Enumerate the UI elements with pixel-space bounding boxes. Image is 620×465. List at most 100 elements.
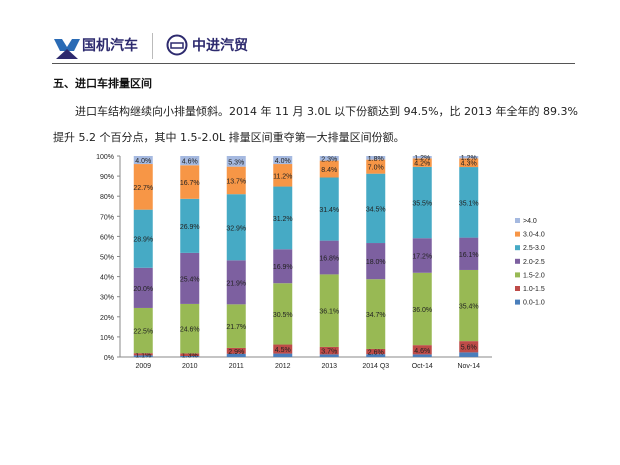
data-label: 4.5% (275, 347, 291, 354)
data-label: 4.3% (461, 161, 477, 168)
data-label: 1.2% (414, 155, 430, 162)
zhongjin-logo-icon (166, 34, 188, 56)
x-tick-label: 2013 (321, 363, 337, 370)
data-label: 21.7% (226, 324, 246, 331)
section-title: 五、进口车排量区间 (53, 77, 152, 90)
brand-zhongjin: 中进汽贸 (192, 38, 248, 54)
data-label: 8.4% (321, 167, 337, 174)
data-label: 16.1% (459, 252, 479, 259)
data-label: 34.5% (366, 206, 386, 213)
bar-segment-1.0-1.5 (133, 353, 153, 356)
data-label: 4.2% (414, 161, 430, 168)
bar-segment->4.0 (412, 156, 432, 159)
data-label: 13.7% (226, 178, 246, 185)
bar-segment-3.0-4.0 (366, 159, 386, 174)
data-label: 24.6% (180, 327, 200, 334)
legend-label: 1.5-2.0 (523, 272, 545, 279)
data-label: 22.5% (133, 329, 153, 336)
data-label: 1.2% (461, 155, 477, 162)
data-label: 32.9% (226, 225, 246, 232)
bar-segment-2.5-3.0 (412, 166, 432, 239)
data-label: 16.9% (273, 264, 293, 271)
x-tick-label: 2012 (275, 363, 291, 370)
data-label: 5.6% (461, 345, 477, 352)
y-tick-label: 60% (100, 234, 114, 241)
bar-segment-2.0-2.5 (459, 237, 479, 270)
bar-segment-1.0-1.5 (366, 348, 386, 355)
bar-segment->4.0 (180, 156, 200, 166)
bar-segment-2.5-3.0 (459, 167, 479, 238)
data-label: 31.2% (273, 216, 293, 223)
bar-segment-1.5-2.0 (412, 272, 432, 346)
legend-swatch (515, 299, 520, 305)
bar-segment-0.0-1.0 (412, 354, 432, 357)
legend-swatch (515, 272, 520, 278)
legend-label: 0.0-1.0 (523, 300, 545, 307)
bar-segment-1.5-2.0 (180, 303, 200, 354)
data-label: 17.2% (412, 253, 432, 260)
data-label: 2.6% (368, 350, 384, 357)
brand-guoji: 国机汽车 (82, 38, 138, 54)
bar-segment-2.0-2.5 (412, 238, 432, 273)
legend-swatch (515, 245, 520, 251)
x-tick-label: Oct-14 (412, 363, 433, 370)
legend-swatch (515, 231, 520, 237)
bar-segment-3.0-4.0 (226, 166, 246, 195)
data-label: 5.3% (228, 159, 244, 166)
x-tick-label: 2009 (135, 363, 151, 370)
data-label: 1.3% (182, 353, 198, 360)
bar-segment-0.0-1.0 (319, 354, 339, 357)
y-tick-label: 70% (100, 214, 114, 221)
bar-segment-2.0-2.5 (226, 260, 246, 305)
data-label: 7.0% (368, 165, 384, 172)
data-label: 35.5% (412, 201, 432, 208)
bar-segment-1.0-1.5 (273, 344, 293, 354)
guoji-logo-icon (54, 39, 80, 59)
x-tick-label: Nov-14 (457, 363, 480, 370)
legend-label: 3.0-4.0 (523, 232, 545, 239)
data-label: 3.7% (321, 349, 337, 356)
y-tick-label: 80% (100, 194, 114, 201)
bar-segment->4.0 (133, 156, 153, 165)
bar-segment-1.0-1.5 (412, 345, 432, 355)
data-label: 18.0% (366, 259, 386, 266)
legend-label: >4.0 (523, 218, 537, 225)
bar-segment-0.0-1.0 (226, 353, 246, 357)
legend-label: 1.0-1.5 (523, 286, 545, 293)
bar-segment-1.0-1.5 (459, 341, 479, 353)
data-label: 35.4% (459, 304, 479, 311)
bar-segment-3.0-4.0 (273, 164, 293, 187)
data-label: 4.0% (135, 158, 151, 165)
y-tick-label: 0% (104, 355, 114, 362)
bar-segment-2.0-2.5 (180, 252, 200, 304)
data-label: 25.4% (180, 276, 200, 283)
bar-segment-0.0-1.0 (459, 352, 479, 357)
bar-segment-2.0-2.5 (319, 240, 339, 275)
bar-segment-0.0-1.0 (273, 353, 293, 357)
legend-swatch (515, 258, 520, 264)
x-tick-label: 2014 Q3 (362, 363, 389, 370)
y-tick-label: 10% (100, 335, 114, 342)
data-label: 11.2% (273, 173, 292, 180)
legend-label: 2.5-3.0 (523, 245, 545, 252)
data-label: 20.0% (133, 286, 153, 293)
page-header: 国机汽车 中进汽贸 (52, 33, 575, 64)
data-label: 2.9% (228, 349, 244, 356)
data-label: 35.1% (459, 200, 479, 207)
legend-swatch (515, 218, 520, 223)
data-label: 31.4% (319, 207, 339, 214)
bar-segment-2.5-3.0 (319, 177, 339, 241)
bar-segment-2.0-2.5 (133, 267, 153, 308)
bar-segment-1.5-2.0 (366, 279, 386, 349)
bar-segment-3.0-4.0 (180, 165, 200, 199)
x-tick-label: 2010 (182, 363, 198, 370)
bar-segment->4.0 (459, 156, 479, 159)
legend-swatch (515, 286, 520, 291)
bar-segment->4.0 (273, 156, 293, 165)
data-label: 1.8% (368, 156, 384, 163)
bar-segment-2.0-2.5 (273, 249, 293, 284)
x-tick-label: 2011 (229, 363, 244, 370)
bar-segment->4.0 (226, 156, 246, 167)
y-tick-label: 20% (100, 315, 114, 322)
bar-segment->4.0 (319, 156, 339, 161)
